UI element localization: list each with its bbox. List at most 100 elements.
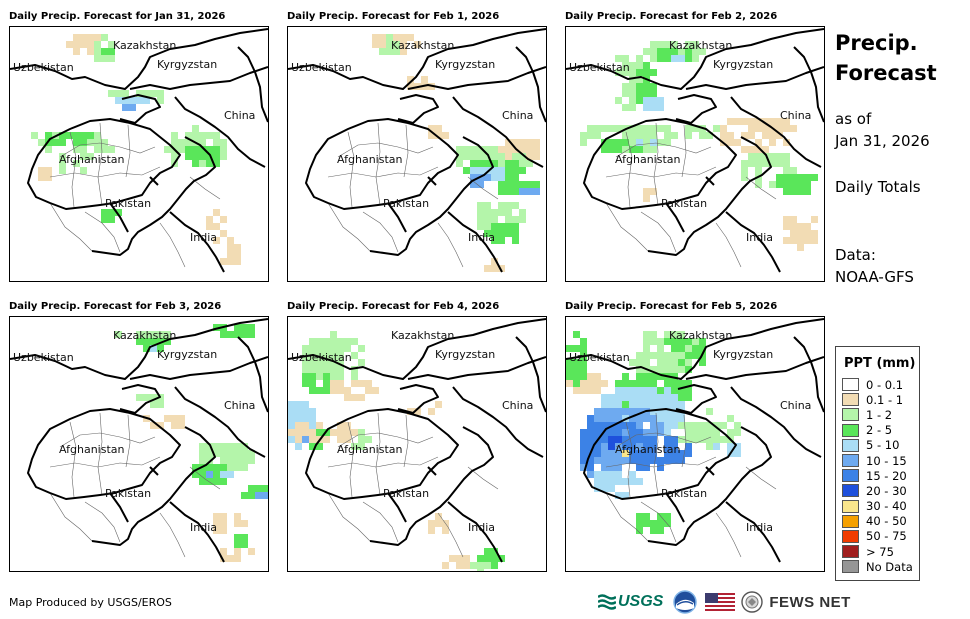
precip-cell: [512, 223, 519, 230]
precip-cell: [650, 139, 657, 146]
province-boundary: [715, 222, 742, 268]
legend-label: > 75: [866, 544, 894, 559]
precip-cell: [379, 34, 386, 41]
country-border: [583, 118, 737, 210]
precip-cell: [608, 471, 615, 478]
precip-cell: [505, 146, 512, 153]
country-label-uzbekistan: Uzbekistan: [569, 351, 630, 364]
precip-cell: [213, 520, 220, 527]
precip-cell: [734, 422, 741, 429]
precip-cell: [477, 167, 484, 174]
precip-cell: [594, 443, 601, 450]
precip-cell: [150, 422, 157, 429]
precip-cell: [608, 485, 615, 492]
precip-cell: [316, 366, 323, 373]
map-canvas: Kazakhstan Uzbekistan Kyrgyzstan China Afgha…: [10, 318, 268, 563]
precip-cell: [365, 436, 372, 443]
precip-cell: [505, 153, 512, 160]
precip-cell: [650, 415, 657, 422]
precip-cell: [185, 146, 192, 153]
precip-cell: [622, 132, 629, 139]
precip-cell: [608, 139, 615, 146]
precip-cell: [664, 422, 671, 429]
precip-cell: [706, 436, 713, 443]
precip-cell: [248, 324, 255, 331]
precip-cell: [484, 202, 491, 209]
country-border: [515, 336, 546, 413]
precip-cell: [685, 345, 692, 352]
precip-cell: [608, 443, 615, 450]
precip-cell: [580, 436, 587, 443]
precip-cell: [608, 146, 615, 153]
precip-cell: [456, 160, 463, 167]
precip-cell: [755, 125, 762, 132]
precip-cell: [498, 209, 505, 216]
precip-cell: [129, 97, 136, 104]
precip-cell: [671, 41, 678, 48]
precip-cell: [643, 97, 650, 104]
precip-cell: [491, 153, 498, 160]
precip-cell: [143, 90, 150, 97]
precip-cell: [505, 202, 512, 209]
precip-cell: [615, 443, 622, 450]
precip-cell: [255, 492, 262, 499]
precip-cell: [755, 139, 762, 146]
province-boundary: [615, 432, 712, 448]
precip-cell: [629, 359, 636, 366]
precip-cell: [288, 422, 295, 429]
precip-cell: [80, 146, 87, 153]
precip-cell: [358, 436, 365, 443]
precip-cell: [650, 520, 657, 527]
precip-cell: [122, 104, 129, 111]
precip-cell: [678, 457, 685, 464]
precip-cell: [337, 366, 344, 373]
country-label-india: India: [190, 231, 217, 244]
precip-cell: [372, 41, 379, 48]
precip-cell: [526, 139, 533, 146]
legend-item: 30 - 40: [842, 499, 919, 514]
precip-cell: [755, 167, 762, 174]
country-label-kazakhstan: Kazakhstan: [391, 39, 454, 52]
precip-cell: [227, 471, 234, 478]
precip-cell: [241, 464, 248, 471]
precip-cell: [657, 366, 664, 373]
precip-cell: [734, 139, 741, 146]
precip-cell: [150, 338, 157, 345]
precip-cell: [622, 394, 629, 401]
precip-cell: [664, 139, 671, 146]
precip-cell: [573, 380, 580, 387]
precip-cell: [594, 380, 601, 387]
precip-cell: [706, 408, 713, 415]
precip-cell: [615, 69, 622, 76]
precip-cell: [484, 174, 491, 181]
precip-cell: [643, 139, 650, 146]
country-label-uzbekistan: Uzbekistan: [291, 61, 352, 74]
precip-cell: [302, 415, 309, 422]
precip-cell: [587, 422, 594, 429]
precip-cell: [608, 125, 615, 132]
precip-cell: [533, 181, 540, 188]
precip-cell: [636, 457, 643, 464]
province-boundary: [59, 432, 156, 448]
precip-cell: [295, 408, 302, 415]
precip-cell: [220, 471, 227, 478]
precip-cell: [657, 464, 664, 471]
precip-cell: [657, 359, 664, 366]
precip-cell: [615, 492, 622, 499]
precip-cell: [685, 380, 692, 387]
province-boundary: [615, 142, 712, 158]
precip-cell: [330, 366, 337, 373]
precip-cell: [213, 223, 220, 230]
precip-cell: [227, 555, 234, 562]
precip-cell: [213, 153, 220, 160]
precip-cell: [685, 41, 692, 48]
precip-cell: [615, 457, 622, 464]
precip-cell: [484, 265, 491, 272]
precip-cell: [498, 237, 505, 244]
precip-cell: [671, 48, 678, 55]
precip-cell: [220, 548, 227, 555]
precip-cell: [699, 359, 706, 366]
precip-cell: [790, 237, 797, 244]
precip-cell: [783, 181, 790, 188]
